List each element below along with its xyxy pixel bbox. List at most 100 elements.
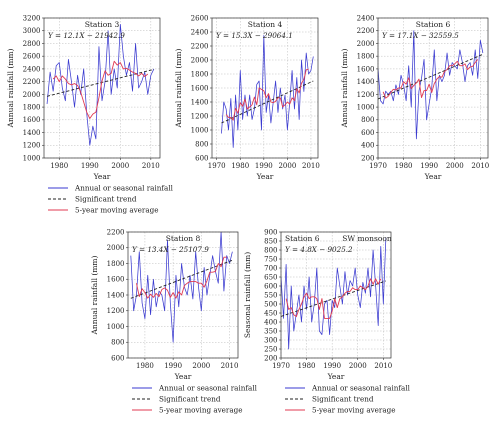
moving-average-line — [52, 60, 149, 120]
y-tick-label: 1000 — [357, 103, 375, 111]
y-tick-label: 1600 — [23, 116, 41, 124]
panel-title: Station 6 — [285, 234, 320, 243]
chart-panel-1: 1000 1200 1400 1600 1800 2000 2200 2400 2600 2800… — [6, 14, 161, 181]
x-axis-title: Year — [93, 172, 111, 181]
x-tick-label: 2010 — [221, 362, 239, 370]
y-tick-label: 450 — [264, 309, 277, 317]
legend-label: Annual or seasonal rainfall — [74, 184, 174, 193]
legend-panel-5: Annual or seasonal rainfall Significant t… — [285, 384, 411, 415]
y-tick-label: 2200 — [191, 42, 209, 50]
legend-label: Annual or seasonal rainfall — [158, 384, 258, 393]
chart-panel-3: 200 400 600 800 1000 1200 1400 1600 1800 2000 2200… — [340, 14, 489, 181]
y-tick-label: 1400 — [107, 291, 125, 299]
x-tick-label: 1990 — [255, 162, 273, 170]
chart-panel-2: 600 800 1000 1200 1400 1600 1800 2000 2200 2400 26… — [174, 14, 320, 181]
legend-label: 5-year moving average — [75, 206, 159, 215]
rainfall-series-line — [378, 30, 484, 140]
y-tick-label: 600 — [111, 354, 124, 362]
moving-average-line — [382, 59, 479, 99]
x-tick-label: 2010 — [302, 162, 320, 170]
x-tick-label: 2000 — [111, 162, 129, 170]
panel-title: Station 4 — [248, 20, 283, 29]
y-tick-label: 1800 — [357, 53, 375, 61]
moving-average-line — [136, 256, 227, 299]
legend-label: 5-year moving average — [312, 406, 396, 415]
y-tick-label: 300 — [264, 336, 277, 344]
trend-equation: Y = 4.8X − 9025.2 — [285, 245, 353, 254]
y-tick-label: 1600 — [357, 65, 375, 73]
moving-average-line — [225, 68, 309, 121]
rainfall-series-line — [221, 35, 314, 148]
x-tick-label: 2010 — [374, 362, 392, 370]
x-tick-label: 1970 — [272, 362, 290, 370]
trend-equation: Y = 13.4X − 25107.9 — [132, 245, 209, 254]
y-tick-label: 250 — [264, 345, 277, 353]
x-tick-label: 2000 — [446, 162, 464, 170]
x-tick-label: 2000 — [349, 362, 367, 370]
plot-area — [281, 237, 387, 350]
trend-line — [281, 280, 387, 317]
y-tick-label: 1800 — [23, 103, 41, 111]
panel-title: Station 6 — [416, 20, 451, 29]
plot-frame — [377, 17, 489, 159]
y-tick-label: 1600 — [191, 84, 209, 92]
y-tick-label: 700 — [264, 264, 277, 272]
legend-label: Annual or seasonal rainfall — [311, 384, 411, 393]
y-tick-label: 800 — [111, 339, 124, 347]
y-axis-title: Annual rainfall (mm) — [340, 48, 349, 128]
y-tick-label: 350 — [264, 327, 277, 335]
y-tick-label: 1200 — [357, 91, 375, 99]
y-tick-label: 900 — [264, 228, 277, 236]
x-tick-label: 2010 — [471, 162, 489, 170]
y-tick-label: 500 — [264, 300, 277, 308]
y-tick-label: 2600 — [191, 14, 209, 22]
y-tick-label: 1200 — [107, 307, 125, 315]
x-tick-label: 1980 — [50, 162, 68, 170]
y-tick-label: 1200 — [191, 112, 209, 120]
x-tick-label: 1990 — [323, 362, 341, 370]
y-tick-label: 2000 — [107, 244, 125, 252]
y-axis-title: Annual rainfall (mm) — [6, 48, 15, 128]
y-tick-label: 550 — [264, 291, 277, 299]
y-tick-label: 200 — [361, 154, 374, 162]
trend-line — [130, 259, 233, 299]
x-axis-title: Year — [256, 172, 274, 181]
legend-label: Significant trend — [312, 395, 374, 404]
plot-frame — [43, 17, 161, 159]
y-tick-label: 2400 — [23, 65, 41, 73]
x-tick-label: 1980 — [136, 362, 154, 370]
y-tick-label: 1600 — [107, 276, 125, 284]
y-tick-label: 2000 — [23, 91, 41, 99]
plot-area — [221, 35, 314, 148]
y-axis-title: Annual rainfall (mm) — [174, 48, 183, 128]
y-tick-label: 2400 — [191, 28, 209, 36]
y-tick-label: 650 — [264, 273, 277, 281]
y-tick-label: 800 — [361, 116, 374, 124]
y-tick-label: 800 — [264, 246, 277, 254]
chart-panel-4: 600 800 1000 1200 1400 1600 1800 2000 2200 1980 19… — [90, 228, 238, 381]
x-tick-label: 1980 — [395, 162, 413, 170]
y-tick-label: 1000 — [107, 323, 125, 331]
y-tick-label: 400 — [264, 318, 277, 326]
y-tick-label: 3200 — [23, 14, 41, 22]
x-axis-title: Year — [327, 372, 345, 381]
trend-equation: Y = 17.1X − 32559.5 — [382, 31, 459, 40]
y-tick-label: 2800 — [23, 40, 41, 48]
y-axis-title: Annual rainfall (mm) — [90, 255, 99, 335]
legend-label: Significant trend — [159, 395, 221, 404]
x-tick-label: 1970 — [369, 162, 387, 170]
panel-title: Station 8 — [166, 234, 201, 243]
panel-subtitle: SW monsoon — [342, 234, 392, 243]
x-tick-label: 2010 — [142, 162, 160, 170]
y-tick-label: 3000 — [23, 27, 41, 35]
y-tick-label: 1400 — [23, 129, 41, 137]
trend-line — [378, 53, 484, 100]
y-tick-label: 600 — [195, 154, 208, 162]
y-tick-label: 2600 — [23, 53, 41, 61]
legend-label: 5-year moving average — [159, 406, 243, 415]
x-axis-title: Year — [424, 172, 442, 181]
y-tick-label: 1800 — [107, 260, 125, 268]
moving-average-line — [285, 278, 382, 319]
y-tick-label: 1000 — [23, 154, 41, 162]
